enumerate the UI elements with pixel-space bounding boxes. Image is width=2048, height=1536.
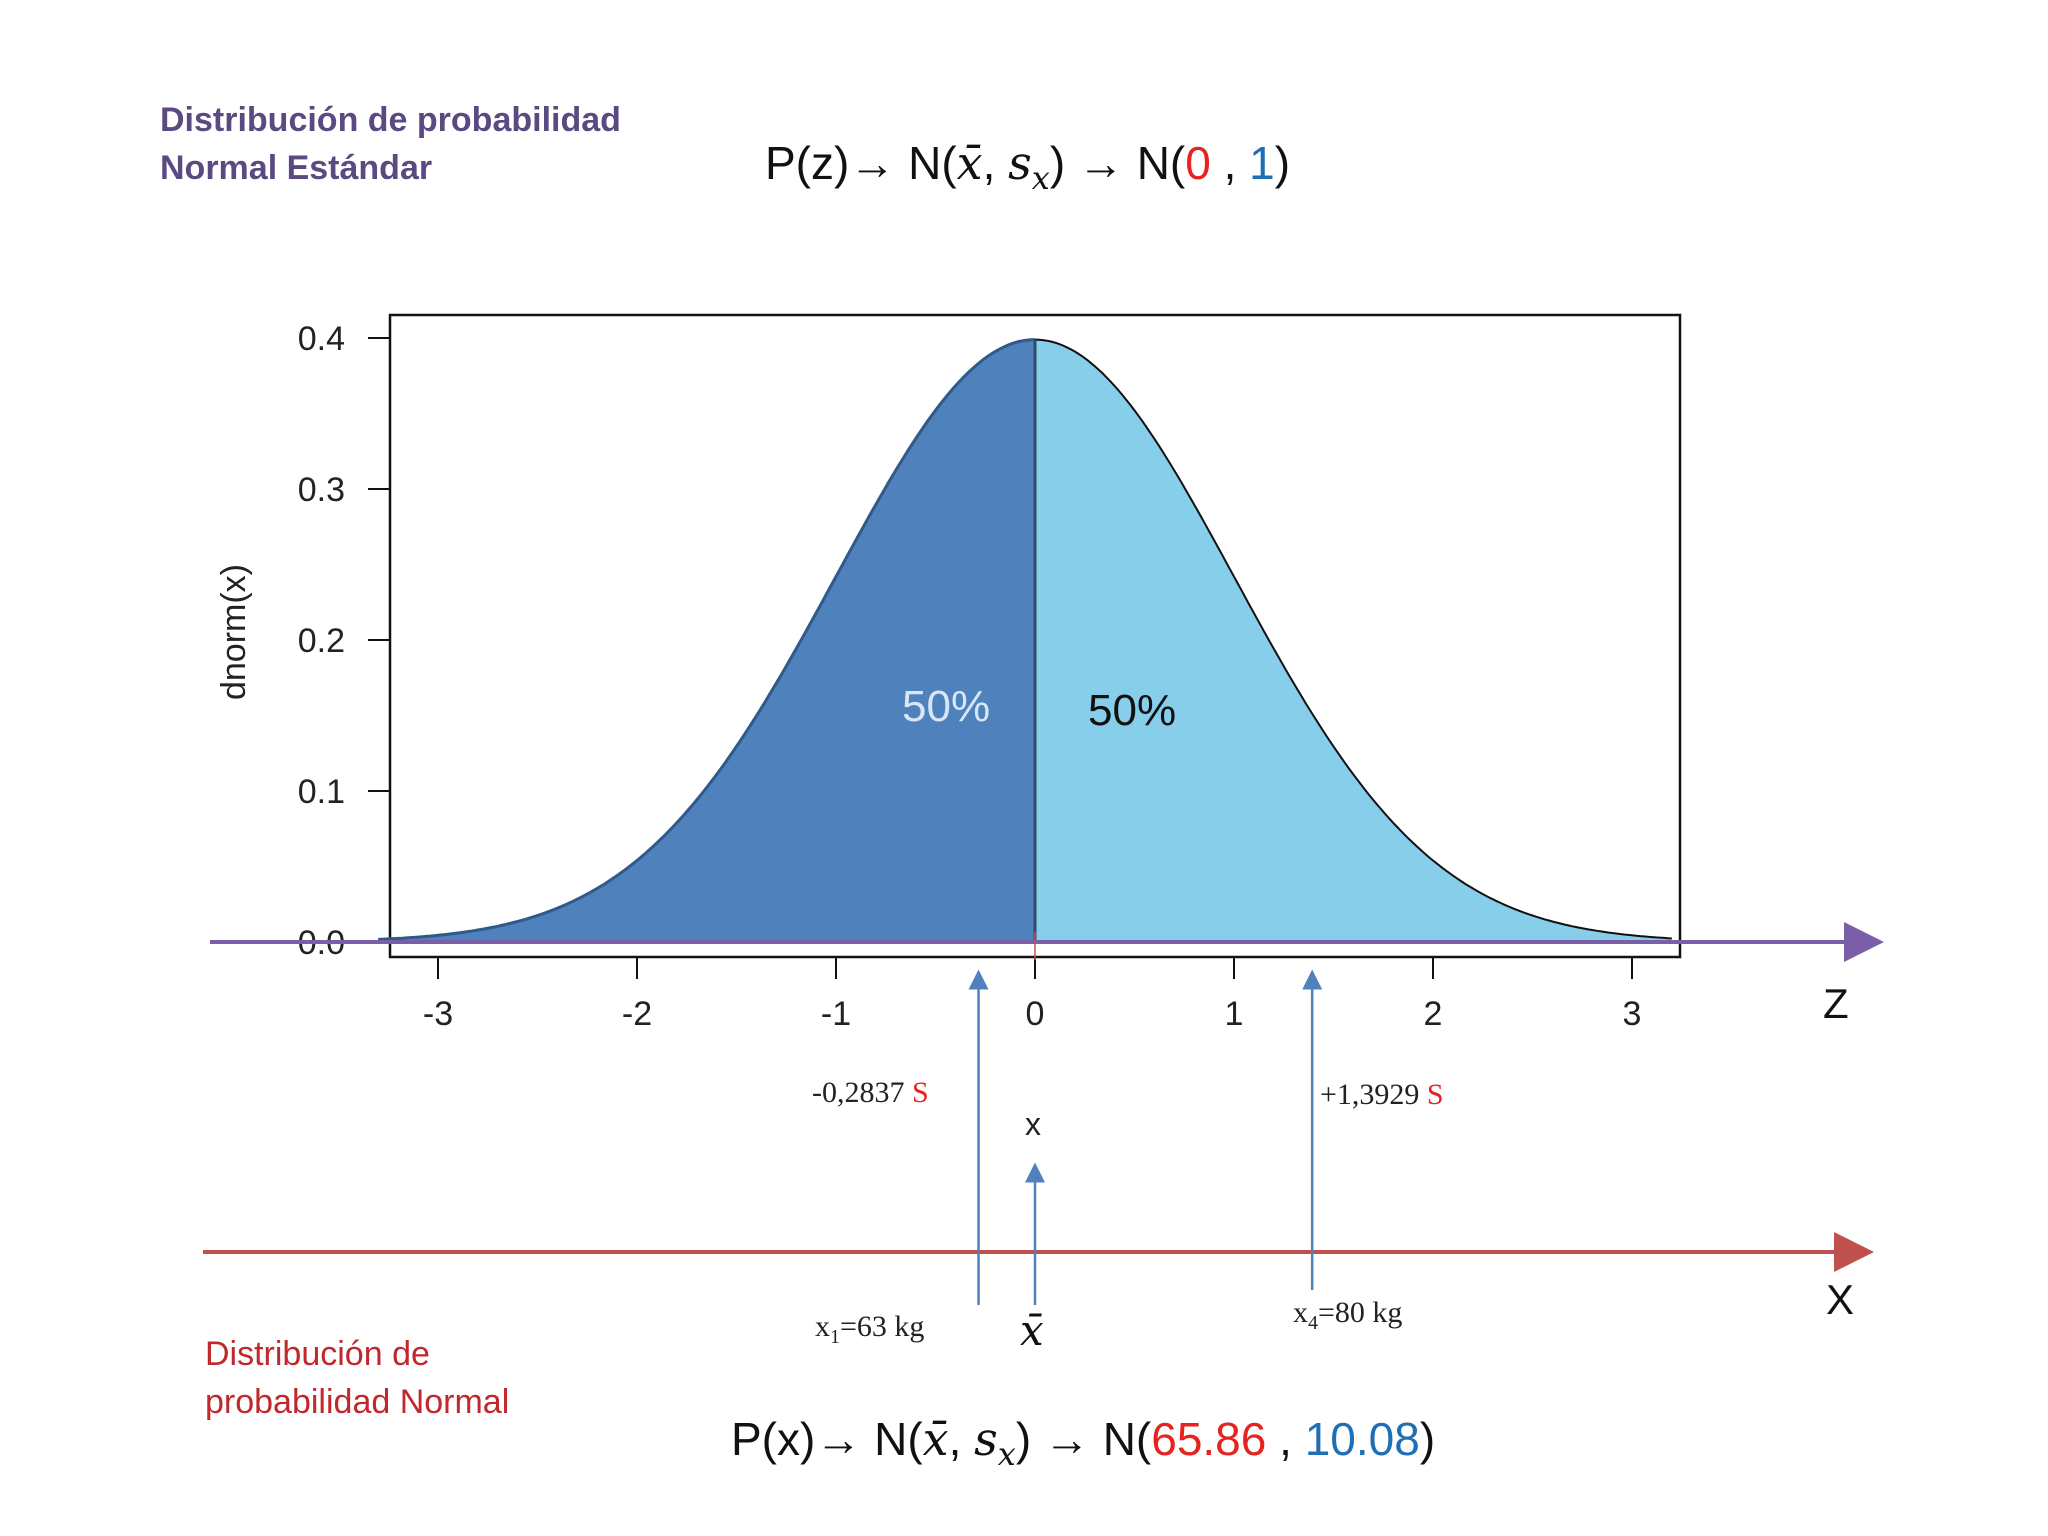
normal-formula-prefix: P(x)→ N( — [731, 1413, 923, 1465]
density-curve-left — [378, 338, 1036, 941]
marker-center-x-label: x — [1025, 1106, 1041, 1142]
standard-title-line2: Normal Estándar — [160, 149, 433, 187]
marker-x-rest-right: =80 kg — [1318, 1296, 1403, 1329]
normal-formula-sep: , — [1266, 1413, 1305, 1465]
xbar-symbol: x̄ — [956, 136, 983, 190]
marker-z-label-left: -0,2837 S — [812, 1076, 929, 1110]
xbar-symbol-2: x̄ — [922, 1412, 949, 1466]
left-region-label: 50% — [902, 682, 991, 731]
right-region-label: 50% — [1088, 686, 1177, 735]
standard-distribution-title: Distribución de probabilidad Normal Está… — [160, 96, 621, 192]
marker-x-main-left: x — [815, 1310, 830, 1343]
marker-xbar-label: x̄ — [1020, 1306, 1044, 1355]
marker-x-label-left: x1=63 kg — [815, 1310, 924, 1349]
x-tick-label: 2 — [1424, 995, 1443, 1033]
standard-title-line1: Distribución de probabilidad — [160, 101, 621, 139]
y-tick-label: 0.4 — [298, 320, 345, 358]
x-tick-label: 3 — [1623, 995, 1642, 1033]
x-tick-label: -3 — [423, 995, 453, 1033]
density-region-left — [378, 339, 1035, 943]
y-tick-label: 0.3 — [298, 471, 345, 509]
normal-formula: P(x)→ N(x̄, sx) → N(65.86 , 10.08) — [731, 1412, 1435, 1473]
normal-sd-value: 10.08 — [1304, 1413, 1420, 1465]
x-tick-label: 0 — [1026, 995, 1045, 1033]
standard-formula-sep: , — [1210, 137, 1250, 189]
marker-x-rest-left: =63 kg — [840, 1310, 925, 1343]
standard-formula: P(z)→ N(x̄, sx) → N(0 , 1) — [765, 136, 1290, 197]
marker-x-label-right: x4=80 kg — [1293, 1296, 1402, 1335]
x-tick-label: -2 — [622, 995, 652, 1033]
standard-formula-prefix: P(z)→ N( — [765, 137, 957, 189]
standard-sd-value: 1 — [1249, 137, 1275, 189]
normal-formula-end: ) — [1419, 1413, 1436, 1465]
normal-mean-value: 65.86 — [1151, 1413, 1267, 1465]
y-axis-label: dnorm(x) — [215, 564, 253, 700]
marker-x-sub-right: 4 — [1308, 1312, 1318, 1334]
s-symbol: s — [1008, 136, 1032, 190]
s-symbol-2: s — [974, 1412, 998, 1466]
marker-z-label-right: +1,3929 S — [1320, 1078, 1444, 1112]
s-subscript-2: x — [997, 1435, 1016, 1474]
marker-z-unit-left: S — [912, 1076, 929, 1109]
x-tick-label: -1 — [821, 995, 851, 1033]
normal-title-line2: probabilidad Normal — [205, 1383, 510, 1421]
s-subscript: x — [1031, 159, 1050, 198]
density-region-right — [1035, 339, 1672, 943]
y-tick-label: 0.1 — [298, 773, 345, 811]
standard-formula-end: ) — [1274, 137, 1291, 189]
marker-z-value-left: -0,2837 — [812, 1076, 905, 1109]
marker-z-value-right: +1,3929 — [1320, 1078, 1420, 1111]
normal-title-line1: Distribución de — [205, 1335, 430, 1373]
y-tick-label: 0.2 — [298, 622, 345, 660]
normal-distribution-title: Distribución de probabilidad Normal — [205, 1330, 509, 1426]
x-tick-label: 1 — [1225, 995, 1244, 1033]
x-axis-letter: X — [1826, 1276, 1855, 1323]
marker-x-main-right: x — [1293, 1296, 1308, 1329]
standard-mean-value: 0 — [1185, 137, 1211, 189]
normal-formula-mid: , — [948, 1413, 975, 1465]
marker-z-unit-right: S — [1426, 1078, 1444, 1111]
marker-x-sub-left: 1 — [830, 1326, 840, 1348]
standard-formula-mid: , — [982, 137, 1009, 189]
standard-formula-close: ) → N( — [1049, 137, 1186, 189]
z-axis-letter: Z — [1823, 980, 1849, 1027]
normal-formula-close: ) → N( — [1015, 1413, 1152, 1465]
